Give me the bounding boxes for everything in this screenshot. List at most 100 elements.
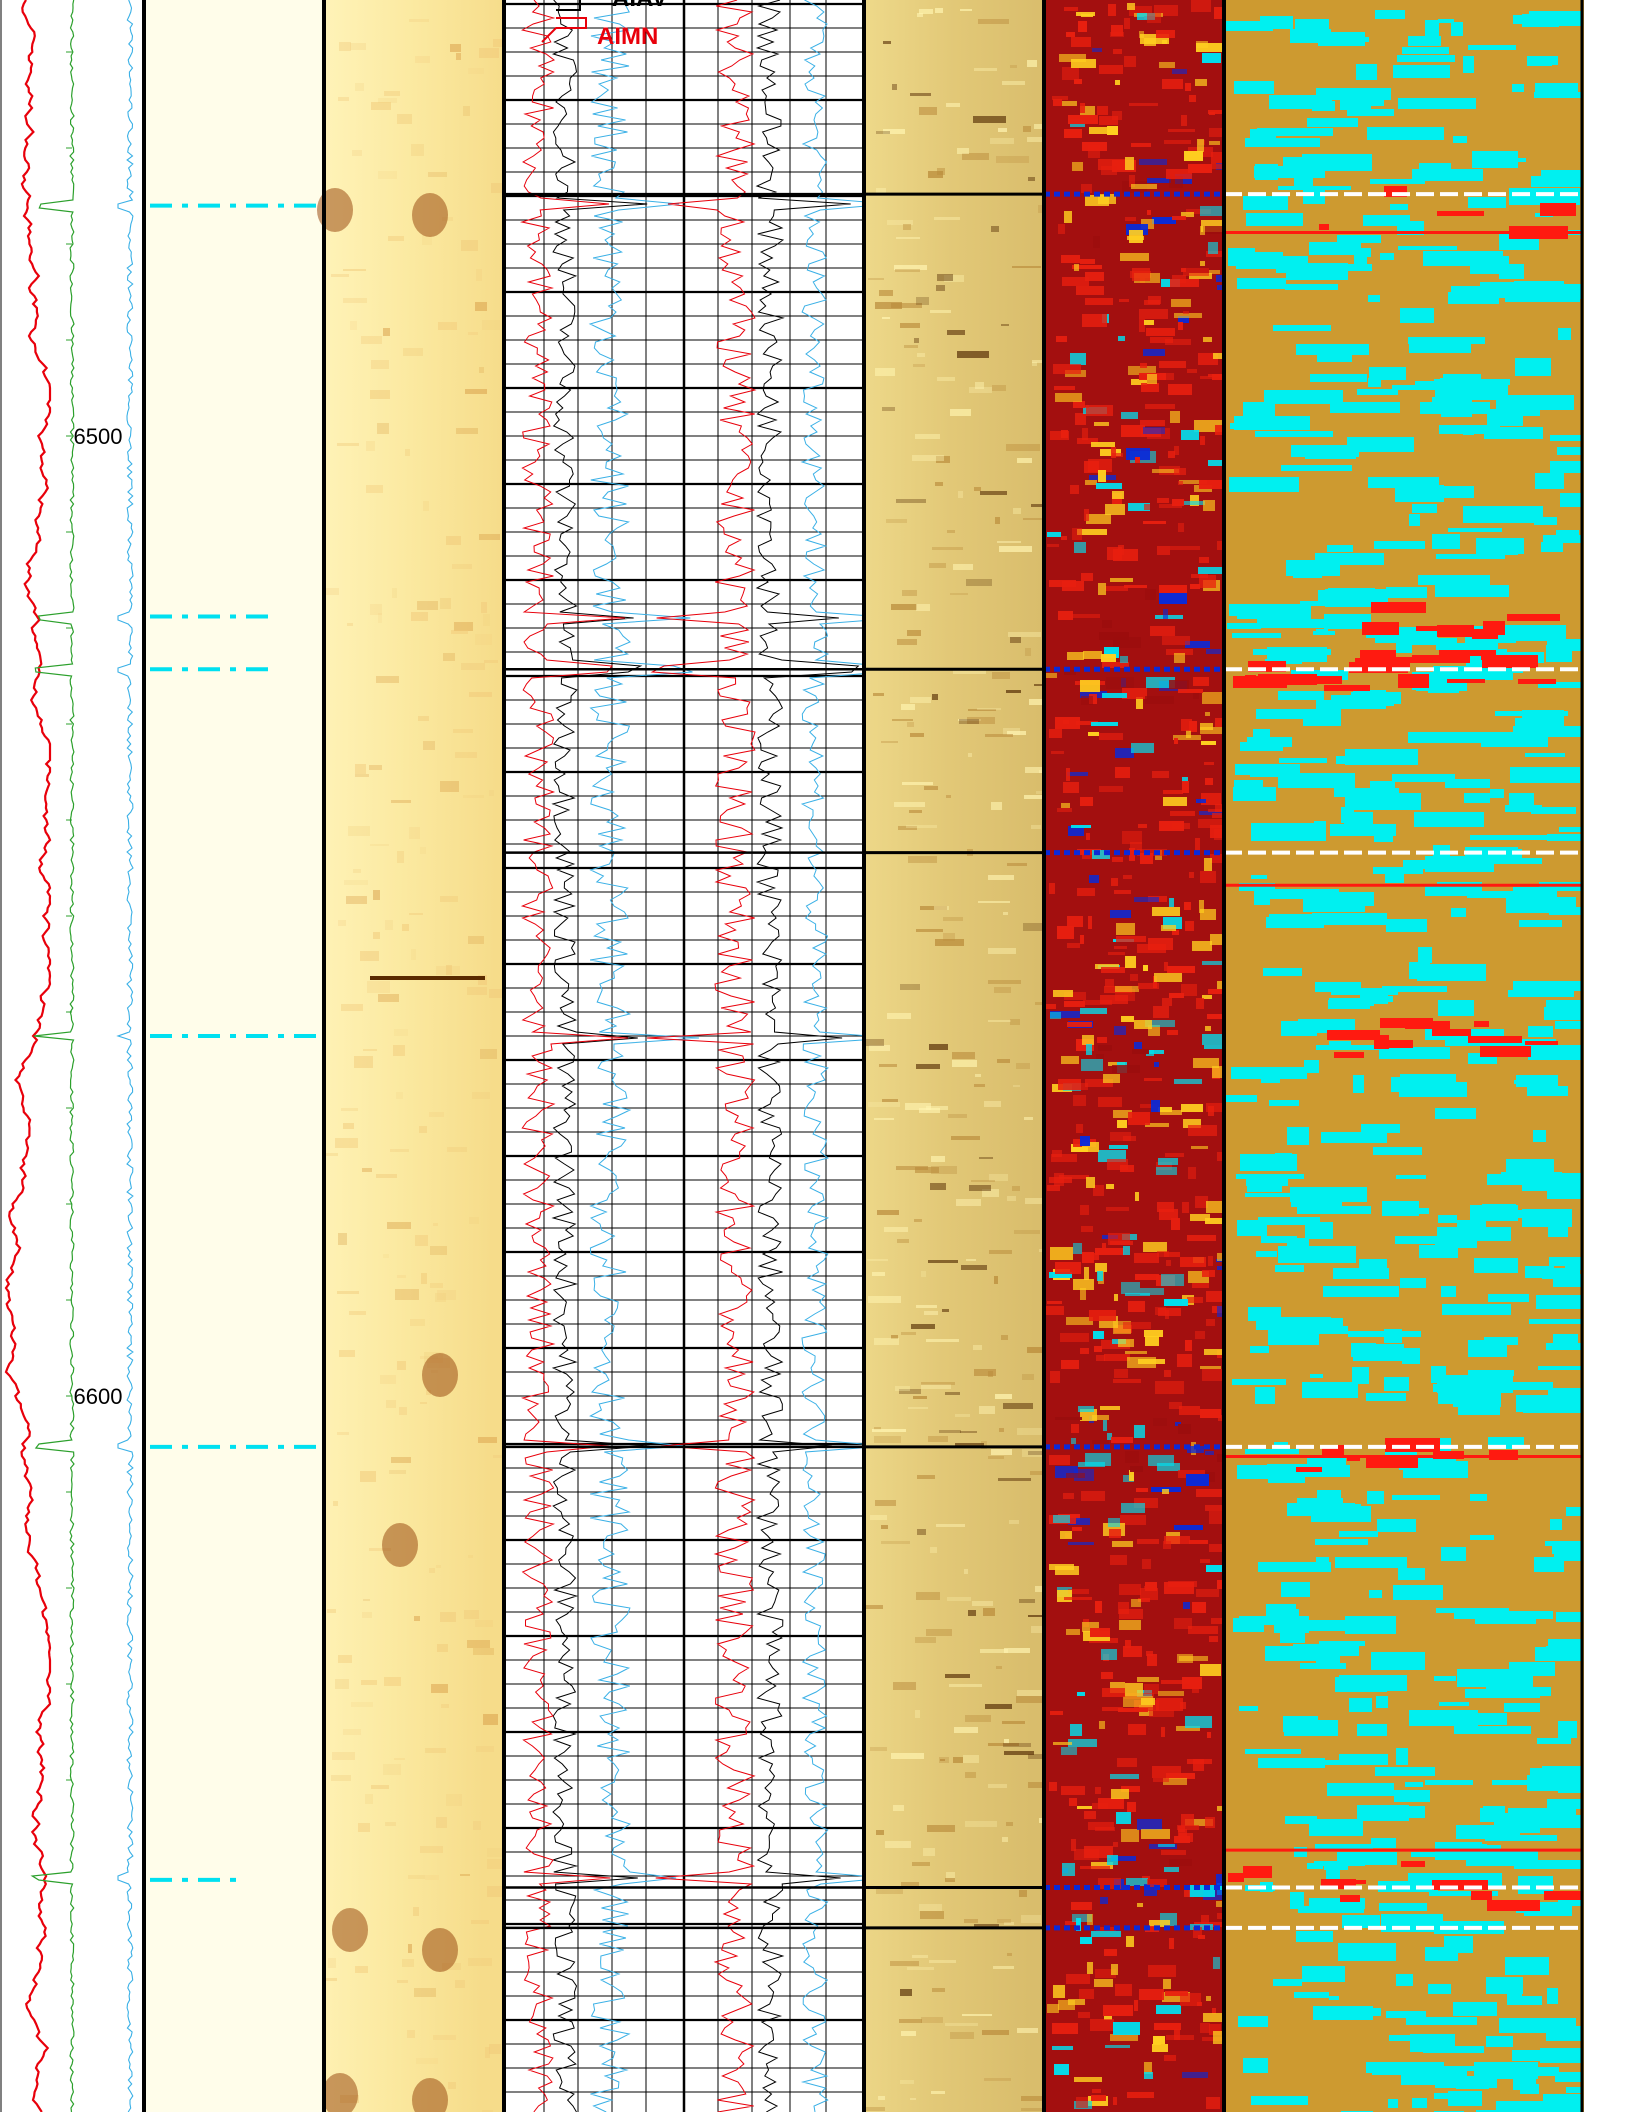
pore-patch	[1357, 389, 1398, 395]
pore-patch	[1369, 1590, 1382, 1598]
color-pixel	[1049, 883, 1055, 894]
color-pixel	[1125, 1451, 1139, 1463]
texture-streak	[1007, 1953, 1012, 1956]
color-pixel	[1093, 1185, 1104, 1196]
color-pixel	[1163, 1541, 1171, 1549]
color-pixel	[1134, 1253, 1159, 1263]
bed-boundaries	[504, 191, 1582, 1931]
pore-patch	[1545, 1541, 1582, 1546]
color-pixel	[1112, 1541, 1133, 1547]
pore-patch	[1398, 246, 1457, 250]
pore-patch	[1311, 1933, 1325, 1937]
pore-patch	[1290, 1187, 1367, 1202]
texture-streak	[912, 1955, 928, 1958]
color-pixel	[1162, 998, 1172, 1006]
vug-patch	[1447, 679, 1485, 683]
color-pixel	[1180, 1993, 1201, 2006]
static-speck	[418, 716, 429, 721]
color-pixel	[1166, 1260, 1171, 1266]
texture-streak	[952, 1060, 977, 1067]
color-pixel	[1131, 379, 1147, 385]
color-pixel	[1128, 1112, 1150, 1125]
color-pixel	[1098, 1097, 1122, 1107]
vug-patch	[1474, 1021, 1489, 1027]
pore-patch	[1349, 96, 1371, 103]
color-pixel	[1200, 723, 1213, 730]
static-speck	[339, 42, 351, 51]
pore-patch	[1566, 2087, 1582, 2093]
color-pixel	[1187, 1446, 1204, 1453]
color-pixel	[1182, 781, 1189, 793]
static-speck	[377, 423, 389, 434]
color-pixel	[1200, 1366, 1221, 1369]
texture-streak	[1006, 444, 1040, 451]
color-pixel	[1203, 500, 1215, 511]
color-pixel	[1110, 578, 1133, 582]
texture-streak	[924, 1311, 938, 1315]
texture-streak	[968, 753, 972, 757]
pore-patch	[1341, 807, 1354, 823]
color-pixel	[1092, 1440, 1109, 1444]
color-pixel	[1205, 1817, 1215, 1828]
pore-patch	[1414, 812, 1484, 827]
color-pixel	[1200, 1409, 1221, 1418]
pore-patch	[1237, 278, 1286, 289]
color-pixel	[1146, 1651, 1153, 1656]
color-pixel	[1071, 1438, 1076, 1444]
static-speck	[440, 598, 451, 609]
color-pixel	[1196, 998, 1204, 1009]
color-image-track	[1044, 0, 1244, 2112]
color-pixel	[1143, 349, 1165, 356]
texture-streak	[896, 1166, 928, 1170]
color-pixel	[1178, 1829, 1187, 1837]
color-pixel	[1082, 1252, 1094, 1263]
texture-streak	[1023, 923, 1043, 931]
color-pixel	[1096, 1355, 1105, 1361]
resistivity-curve	[4, 0, 52, 2112]
static-speck	[376, 676, 399, 683]
color-pixel	[1118, 1602, 1129, 1614]
color-pixel	[1165, 1153, 1184, 1157]
color-pixel	[1200, 226, 1205, 235]
color-pixel	[1068, 826, 1084, 836]
pore-patch	[1546, 1646, 1582, 1654]
static-speck	[450, 44, 461, 52]
vug-patch	[1384, 186, 1407, 197]
legend-swatch-aimn	[541, 17, 587, 43]
color-pixel	[1161, 1274, 1184, 1286]
color-pixel	[1081, 184, 1092, 193]
static-speck	[461, 663, 485, 670]
pore-patch	[1548, 1388, 1582, 1401]
static-speck	[408, 1875, 425, 1879]
color-pixel	[1182, 1202, 1189, 1213]
texture-streak	[957, 351, 989, 358]
color-pixel	[1057, 926, 1074, 939]
texture-streak	[874, 1338, 899, 1345]
static-speck	[487, 1848, 507, 1857]
pore-patch	[1335, 1677, 1387, 1692]
vug-patch	[1518, 679, 1556, 684]
color-pixel	[1085, 480, 1097, 485]
texture-streak	[891, 1335, 898, 1339]
color-pixel	[1145, 1020, 1175, 1027]
vug-patch	[1437, 211, 1484, 216]
color-pixel	[1183, 1602, 1190, 1609]
color-pixel	[1049, 1272, 1072, 1278]
color-pixel	[1086, 1044, 1092, 1055]
pore-patch	[1286, 1648, 1334, 1661]
pore-patch	[1251, 823, 1326, 841]
vug-patch	[1258, 674, 1317, 685]
color-pixel	[1188, 164, 1212, 173]
color-pixel	[1140, 363, 1147, 368]
static-speck	[403, 348, 423, 356]
color-pixel	[1103, 2005, 1133, 2016]
pore-patch	[1558, 1721, 1577, 1738]
texture-streak	[910, 93, 931, 96]
pore-patch	[1269, 95, 1332, 109]
pore-patch	[1389, 2035, 1433, 2041]
pore-patch	[1509, 188, 1580, 205]
static-speck	[350, 43, 366, 50]
texture-streak	[966, 579, 992, 586]
color-pixel	[1121, 1786, 1140, 1792]
